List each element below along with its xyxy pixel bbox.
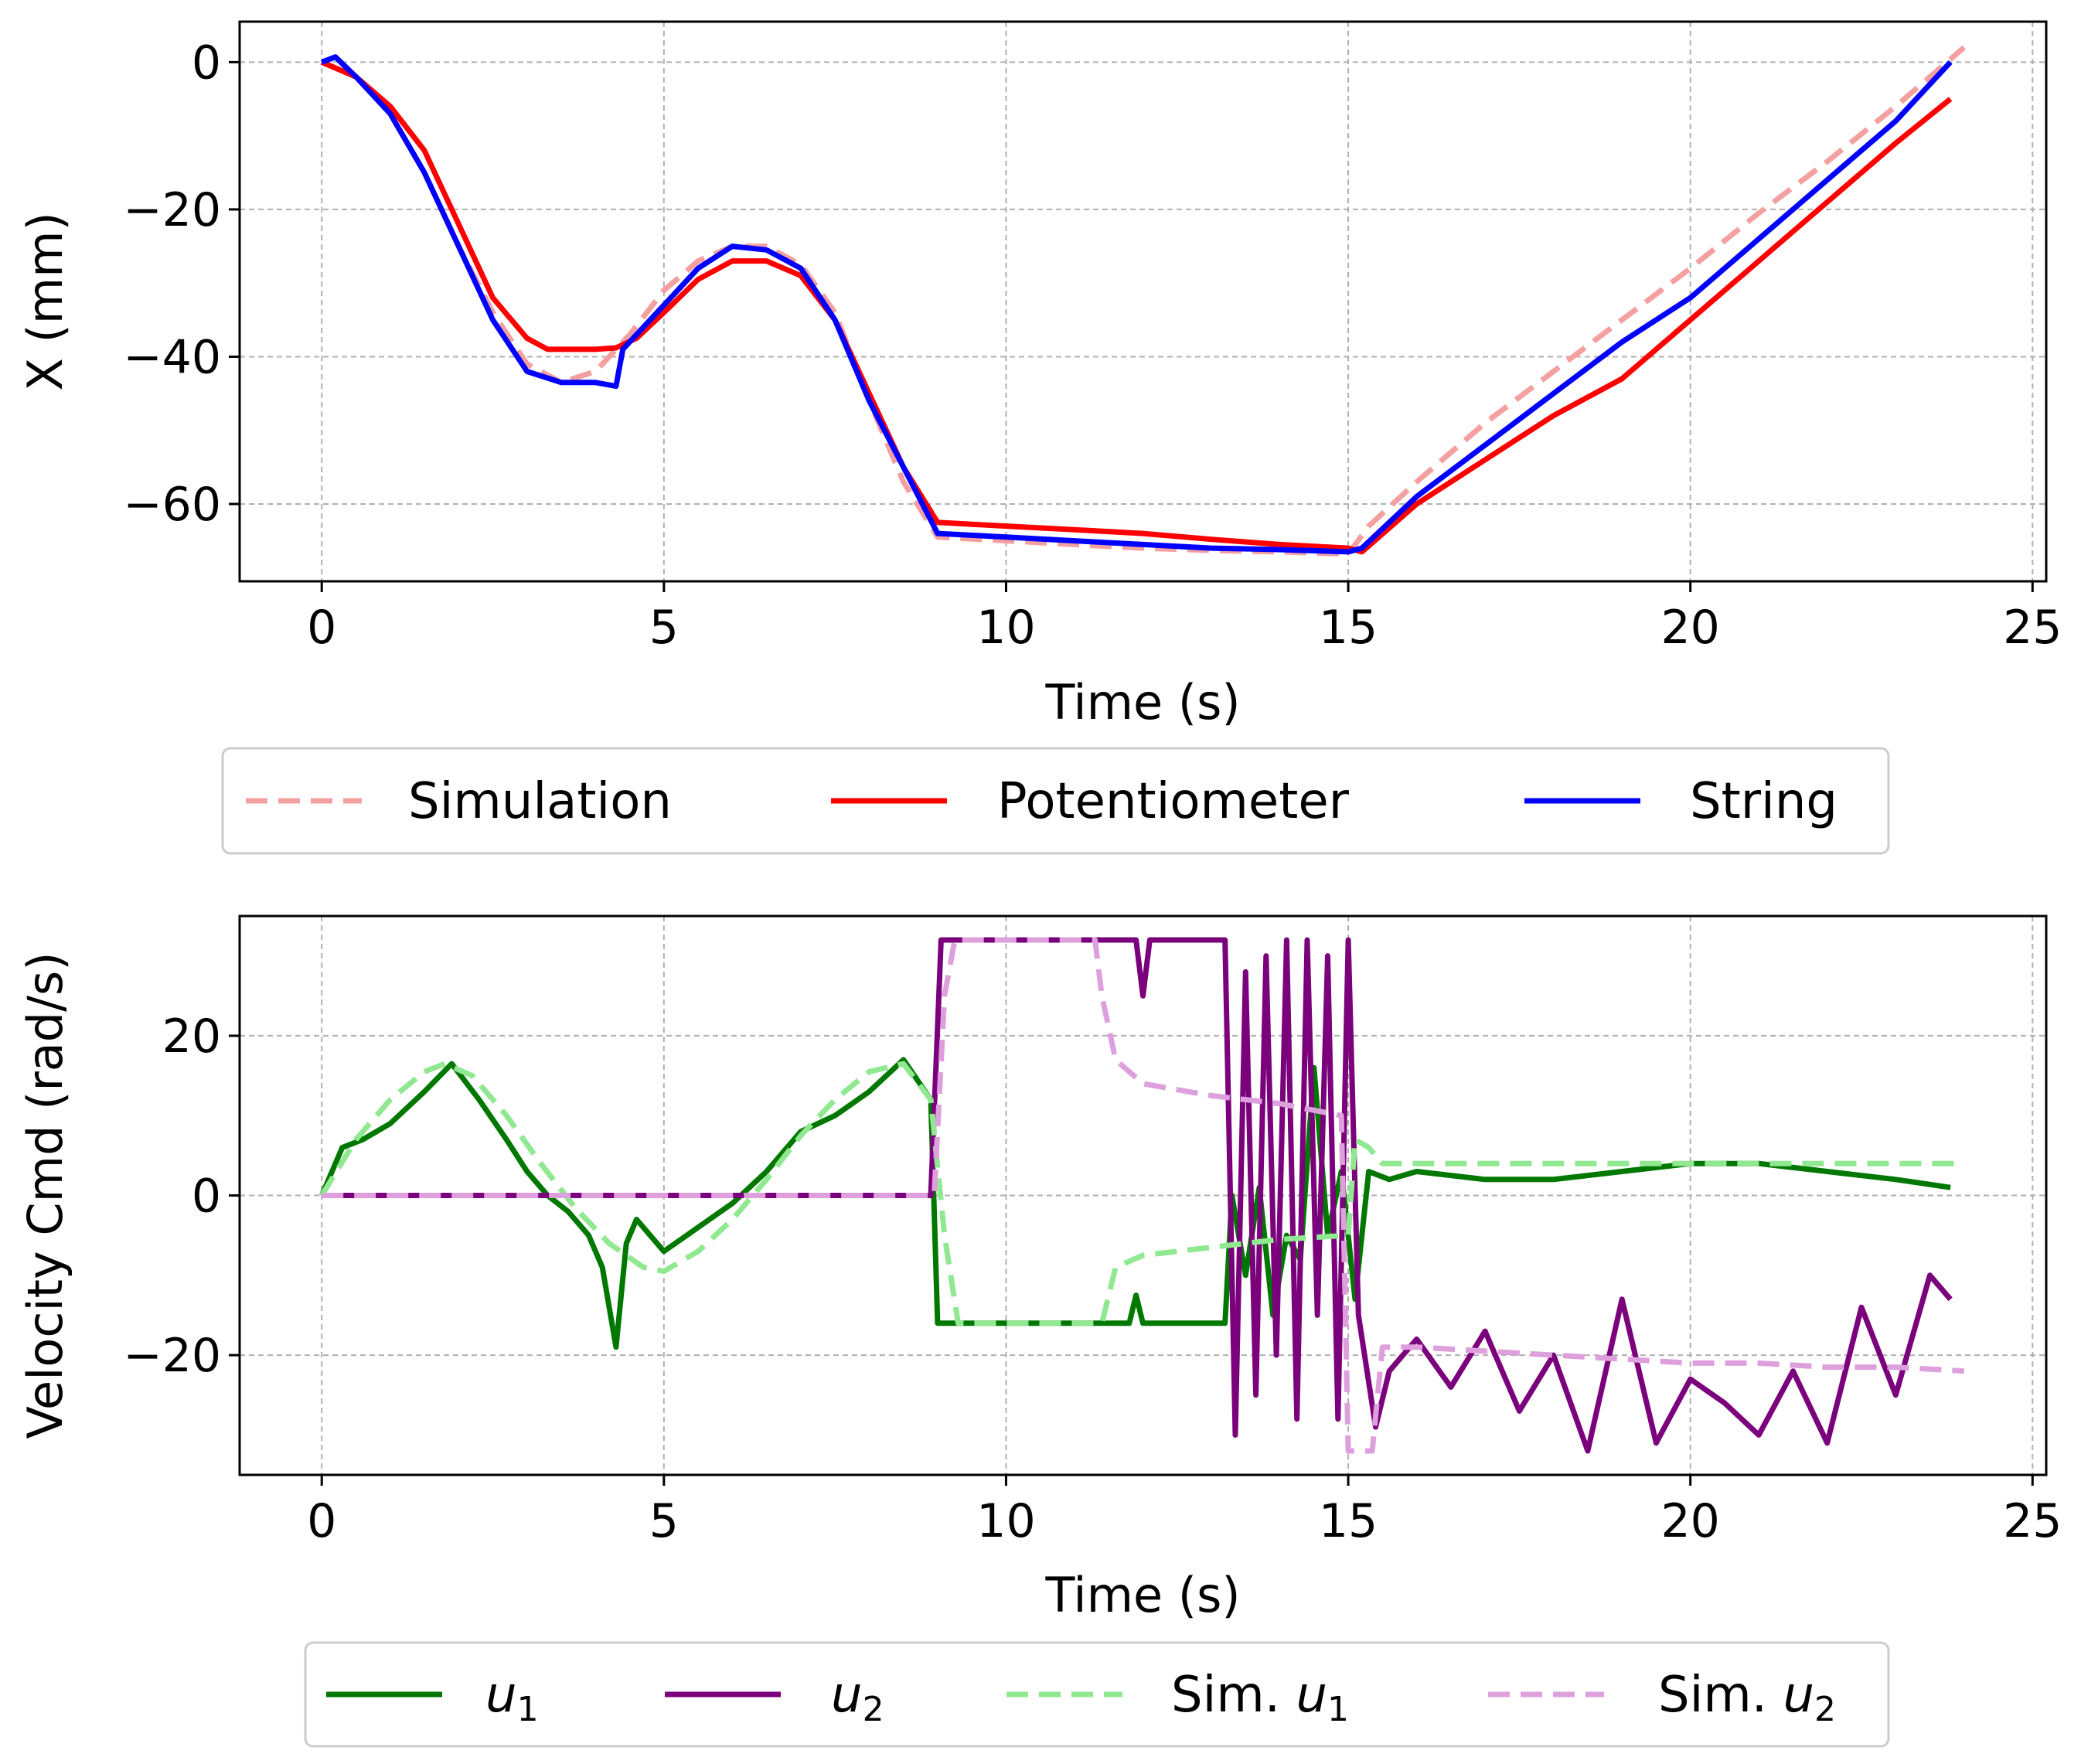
legend-label: u1 [485, 1667, 539, 1729]
legend-label: String [1690, 773, 1837, 830]
velocity-chart: 0 5 10 15 20 25 20 0 −20 Time (s) Velocity Cmd (ra… [17, 914, 2062, 1748]
plot-area [320, 45, 1967, 557]
axes-frame [238, 20, 2048, 583]
position-chart: 0 5 10 15 20 25 0 −20 −40 −60 Time (s) X (mm) Simula… [17, 20, 2062, 855]
x-tick-label: 20 [1661, 601, 1720, 655]
x-tick-label: 20 [1661, 1494, 1720, 1548]
x-tick-label: 5 [649, 601, 679, 655]
legend-box [304, 1641, 1890, 1748]
y-tick-label: −20 [123, 1329, 221, 1383]
legend-label: Simulation [408, 773, 672, 830]
x-axis-label: Time (s) [1044, 674, 1240, 730]
y-tick-label: −60 [123, 478, 221, 532]
y-tick-label: 0 [192, 36, 221, 90]
series-line-2 [319, 1061, 1964, 1326]
legend-label: Sim. u1 [1171, 1667, 1349, 1729]
series-line-0 [320, 45, 1967, 557]
y-tick-label: 20 [162, 1010, 221, 1064]
y-axis-label: X (mm) [17, 212, 73, 390]
x-tick-label: 15 [1319, 1494, 1378, 1548]
legend: Simulation Potentiometer String [221, 747, 1890, 855]
x-tick-label: 10 [976, 601, 1035, 655]
y-tick-label: −20 [123, 183, 221, 237]
x-tick-label: 0 [307, 601, 336, 655]
x-tick-label: 25 [2003, 601, 2062, 655]
grid [240, 22, 2046, 581]
x-tick-label: 25 [2003, 1494, 2062, 1548]
legend-label: Sim. u2 [1658, 1667, 1836, 1729]
x-tick-label: 10 [976, 1494, 1035, 1548]
series-line-1 [320, 60, 1953, 555]
plot-area [318, 937, 1965, 1454]
series-line-3 [322, 937, 1965, 1454]
y-tick-label: −40 [123, 330, 221, 384]
legend-label: Potentiometer [997, 773, 1350, 830]
x-tick-label: 5 [649, 1494, 679, 1548]
legend: u1 u2 Sim. u1 Sim. u2 [304, 1641, 1890, 1748]
y-tick-label: 0 [192, 1170, 221, 1224]
legend-label: u2 [831, 1667, 884, 1729]
x-axis-label: Time (s) [1044, 1567, 1240, 1623]
series-line-2 [320, 54, 1953, 555]
x-tick-label: 0 [307, 1494, 336, 1548]
series-line-0 [318, 1057, 1951, 1350]
y-axis-label: Velocity Cmd (rad/s) [17, 952, 73, 1439]
x-tick-label: 15 [1319, 601, 1378, 655]
legend-box [221, 747, 1890, 855]
